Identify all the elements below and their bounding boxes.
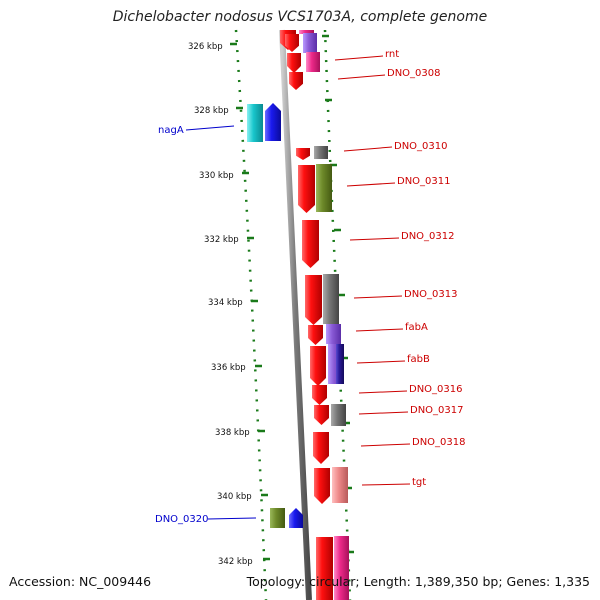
gene-label-dno-0316[interactable]: DNO_0316 <box>409 384 463 395</box>
connector-tgt <box>361 483 411 486</box>
connector-dno-0317 <box>358 411 409 415</box>
gene-feature[interactable] <box>308 325 323 345</box>
gene-feature[interactable] <box>312 385 327 405</box>
gene-label-dno-0317[interactable]: DNO_0317 <box>410 405 464 416</box>
gene-feature[interactable] <box>310 346 326 386</box>
ruler-inner-arc <box>234 29 268 600</box>
gene-feature[interactable] <box>334 536 349 600</box>
gene-feature[interactable] <box>303 33 317 53</box>
connector-faba <box>355 328 404 332</box>
gene-feature[interactable] <box>298 165 315 213</box>
gene-feature[interactable] <box>247 104 263 142</box>
gene-feature[interactable] <box>316 164 332 212</box>
connector-dno-0311 <box>346 182 396 187</box>
gene-label-dno-0313[interactable]: DNO_0313 <box>404 289 458 300</box>
ruler-label-326: 326 kbp <box>188 42 223 52</box>
gene-label-dno-0320[interactable]: DNO_0320 <box>155 514 209 525</box>
gene-feature[interactable] <box>302 220 319 268</box>
ruler-label-340: 340 kbp <box>217 492 252 502</box>
gene-label-fabb[interactable]: fabB <box>407 354 430 365</box>
connector-dno-0318 <box>360 443 411 447</box>
gene-label-dno-0308[interactable]: DNO_0308 <box>387 68 441 79</box>
accession-text: Accession: NC_009446 <box>9 574 152 589</box>
map-title: Dichelobacter nodosus VCS1703A, complete… <box>112 9 488 25</box>
ruler-label-330: 330 kbp <box>199 171 234 181</box>
connector-dno-0308 <box>337 74 386 80</box>
gene-label-rnt[interactable]: rnt <box>385 49 399 60</box>
gene-feature[interactable] <box>287 53 301 73</box>
connector-dno-0313 <box>353 295 403 299</box>
gene-feature[interactable] <box>305 275 322 325</box>
gene-feature[interactable] <box>285 34 299 52</box>
gene-feature[interactable] <box>316 537 333 600</box>
connector-dno-0316 <box>358 390 408 394</box>
ruler-label-336: 336 kbp <box>211 363 246 373</box>
gene-feature[interactable] <box>336 344 344 384</box>
connector-dno-0320 <box>207 517 257 520</box>
gene-feature[interactable] <box>265 103 281 141</box>
gene-feature[interactable] <box>323 274 339 324</box>
connector-naga <box>185 125 235 131</box>
gene-feature[interactable] <box>314 405 329 425</box>
gene-label-dno-0310[interactable]: DNO_0310 <box>394 141 448 152</box>
gene-feature[interactable] <box>331 404 346 426</box>
connector-rnt <box>334 55 384 61</box>
connector-dno-0312 <box>349 237 400 241</box>
gene-feature[interactable] <box>270 508 285 528</box>
gene-label-tgt[interactable]: tgt <box>412 477 426 488</box>
gene-features <box>247 30 349 600</box>
ruler-label-328: 328 kbp <box>194 106 229 116</box>
gene-feature[interactable] <box>296 148 310 160</box>
gene-label-dno-0318[interactable]: DNO_0318 <box>412 437 466 448</box>
ruler-label-342: 342 kbp <box>218 557 253 567</box>
gene-label-dno-0311[interactable]: DNO_0311 <box>397 176 451 187</box>
gene-feature[interactable] <box>313 432 329 464</box>
gene-label-naga[interactable]: nagA <box>158 125 184 136</box>
gene-feature[interactable] <box>326 324 341 344</box>
gene-feature[interactable] <box>289 72 303 90</box>
connector-dno-0310 <box>343 146 393 152</box>
genome-backbone <box>279 29 312 600</box>
ruler-label-334: 334 kbp <box>208 298 243 308</box>
ruler-label-338: 338 kbp <box>215 428 250 438</box>
gene-label-faba[interactable]: fabA <box>405 322 428 333</box>
gene-feature[interactable] <box>314 146 328 159</box>
gene-feature[interactable] <box>306 52 320 72</box>
gene-feature[interactable] <box>314 468 330 504</box>
connector-fabb <box>356 360 406 364</box>
gene-feature[interactable] <box>289 508 303 528</box>
gene-label-dno-0312[interactable]: DNO_0312 <box>401 231 455 242</box>
genome-stats-text: Topology: circular; Length: 1,389,350 bp… <box>246 574 590 589</box>
ruler-label-332: 332 kbp <box>204 235 239 245</box>
gene-feature[interactable] <box>332 467 348 503</box>
